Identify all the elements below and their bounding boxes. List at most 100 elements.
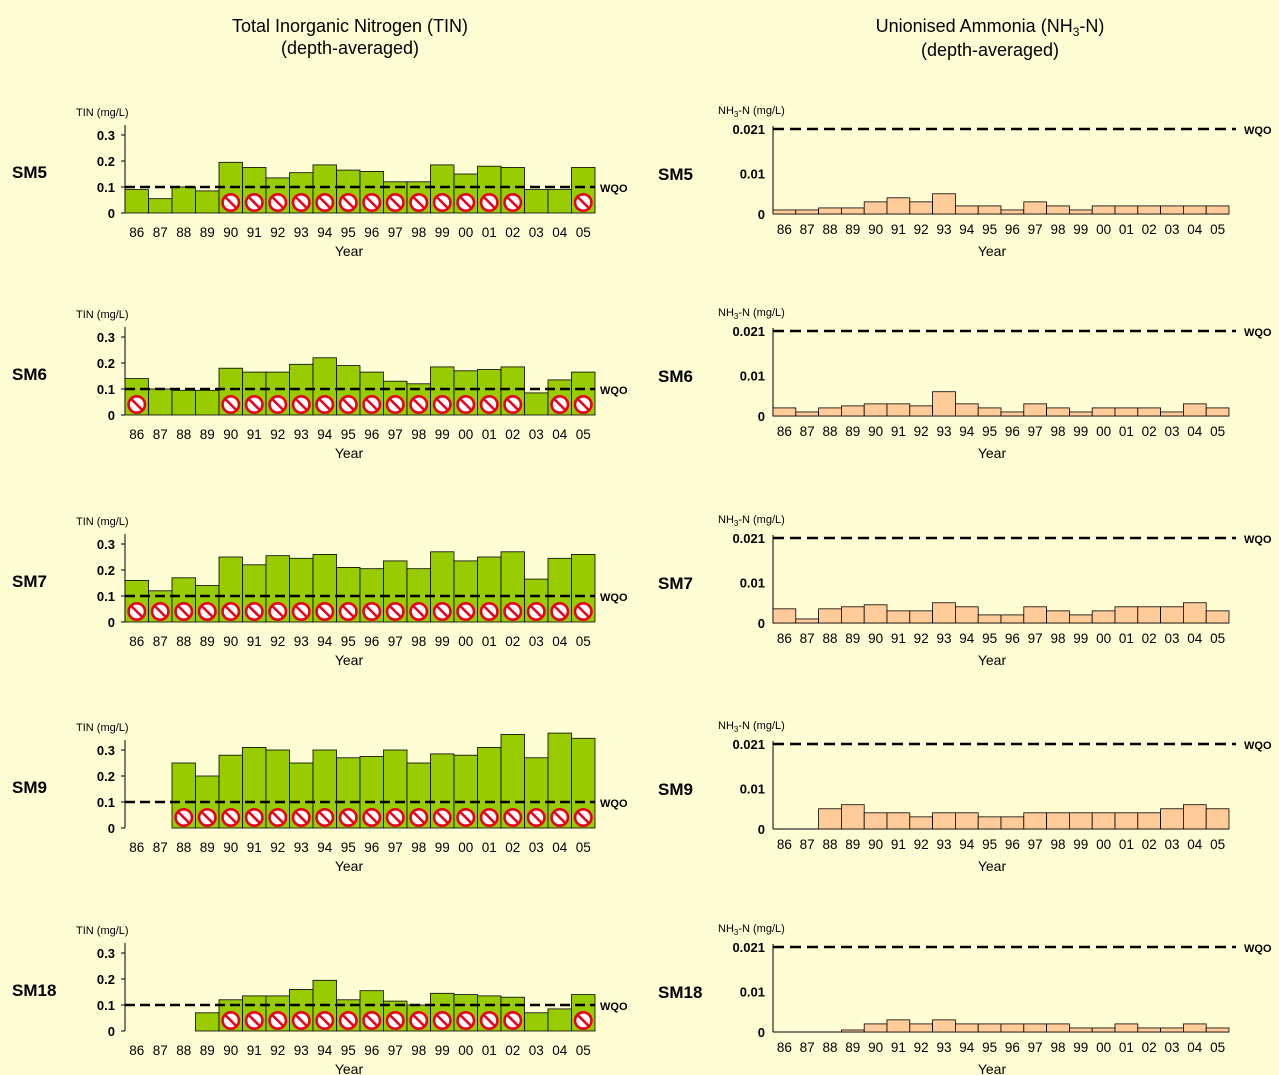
- nh3-chart-sm7: SM7 NH3-N (mg/L) 0 0.01 0.021 WQO 86 87 88 89 90 91…: [658, 514, 1272, 668]
- x-tick-label: 04: [552, 1043, 568, 1058]
- x-tick-label: 94: [959, 424, 975, 439]
- bar: [977, 816, 1002, 830]
- station-label: SM9: [12, 778, 47, 797]
- x-axis-label: Year: [978, 445, 1007, 461]
- x-tick-label: 95: [341, 840, 356, 855]
- bar: [841, 804, 865, 830]
- prohibit-icon-slash: [506, 1014, 520, 1027]
- x-tick-label: 03: [1164, 1040, 1179, 1055]
- x-tick-label: 92: [914, 631, 929, 646]
- x-tick-label: 04: [1187, 1040, 1203, 1055]
- prohibit-icon-slash: [506, 811, 520, 824]
- bar: [772, 608, 797, 624]
- y-axis-unit-label: NH3-N (mg/L): [718, 307, 785, 321]
- x-tick-label: 90: [868, 631, 883, 646]
- x-tick-label: 97: [388, 634, 403, 649]
- y-axis-unit-label: TIN (mg/L): [76, 925, 129, 937]
- x-axis-label: Year: [335, 652, 364, 668]
- wqo-label: WQO: [1244, 943, 1272, 955]
- prohibit-icon-slash: [412, 196, 426, 209]
- y-tick-label: 0.3: [97, 330, 115, 345]
- x-tick-label: 05: [1210, 1040, 1225, 1055]
- y-tick-label: 0.2: [97, 972, 115, 987]
- y-tick-label: 0.01: [740, 576, 765, 591]
- prohibit-icon-slash: [318, 811, 332, 824]
- x-tick-label: 03: [1164, 424, 1179, 439]
- bar: [795, 209, 819, 215]
- x-tick-label: 01: [482, 225, 497, 240]
- prohibit-icon-slash: [177, 811, 191, 824]
- bar: [124, 189, 149, 214]
- x-tick-label: 00: [1096, 837, 1111, 852]
- nh3-title-line1: Unionised Ammonia (NH3-N): [875, 16, 1105, 39]
- x-tick-label: 97: [388, 840, 403, 855]
- x-tick-label: 94: [317, 427, 333, 442]
- nh3-chart-sm5: SM5 NH3-N (mg/L) 0 0.01 0.021 WQO 86 87 88 89 90 91…: [658, 105, 1272, 259]
- bar: [841, 405, 865, 417]
- bar: [1069, 812, 1093, 830]
- x-tick-label: 95: [341, 1043, 356, 1058]
- bar: [1023, 812, 1047, 830]
- bar: [886, 1019, 911, 1033]
- y-axis-unit-label: NH3-N (mg/L): [718, 923, 785, 937]
- prohibit-icon-slash: [271, 196, 285, 209]
- x-tick-label: 87: [153, 634, 168, 649]
- x-tick-label: 93: [936, 222, 951, 237]
- bar: [818, 207, 842, 215]
- bar: [1000, 1023, 1025, 1033]
- x-tick-label: 05: [576, 1043, 591, 1058]
- nh3-title-line2: (depth-averaged): [920, 40, 1060, 60]
- bar: [1160, 1027, 1184, 1033]
- x-tick-label: 99: [435, 840, 450, 855]
- x-tick-label: 96: [1005, 222, 1020, 237]
- bar: [1137, 812, 1162, 830]
- prohibit-icon-slash: [388, 1014, 402, 1027]
- x-tick-label: 88: [822, 424, 837, 439]
- x-tick-label: 99: [1073, 837, 1088, 852]
- bar: [841, 606, 865, 624]
- x-tick-label: 98: [411, 1043, 426, 1058]
- bar: [1160, 606, 1184, 624]
- bar: [1046, 205, 1070, 215]
- x-tick-label: 97: [388, 225, 403, 240]
- bar: [1114, 1023, 1139, 1033]
- y-axis-unit-label: TIN (mg/L): [76, 309, 129, 321]
- x-tick-label: 95: [341, 225, 356, 240]
- x-tick-label: 89: [845, 1040, 860, 1055]
- prohibit-icon-slash: [318, 1014, 332, 1027]
- prohibit-icon-slash: [224, 398, 238, 411]
- bar: [886, 812, 911, 830]
- station-label: SM18: [658, 983, 702, 1002]
- bar: [863, 604, 888, 624]
- bar: [1137, 407, 1162, 417]
- tin-chart-sm5: SM5 TIN (mg/L) 0 0.1 0.2 0.3 WQO 86 87 88 89 90 91 92…: [12, 107, 628, 259]
- wqo-label: WQO: [600, 1001, 628, 1013]
- bar: [932, 391, 956, 417]
- x-tick-label: 88: [822, 837, 837, 852]
- x-tick-label: 88: [176, 225, 191, 240]
- x-tick-label: 89: [200, 1043, 215, 1058]
- bar: [1160, 808, 1184, 830]
- bar: [1137, 606, 1162, 624]
- bar: [171, 186, 196, 214]
- x-tick-label: 04: [1187, 837, 1203, 852]
- x-tick-label: 04: [552, 427, 568, 442]
- x-tick-label: 95: [982, 1040, 997, 1055]
- prohibit-icon-slash: [341, 1014, 355, 1027]
- x-tick-label: 95: [982, 837, 997, 852]
- bar: [1160, 411, 1184, 417]
- x-tick-label: 91: [247, 840, 262, 855]
- prohibit-icon-slash: [318, 398, 332, 411]
- nh3-chart-sm9: SM9 NH3-N (mg/L) 0 0.01 0.021 WQO 86 87 88 89 90 91…: [658, 720, 1272, 874]
- x-tick-label: 93: [936, 424, 951, 439]
- x-tick-label: 91: [891, 222, 906, 237]
- x-tick-label: 86: [129, 634, 144, 649]
- x-tick-label: 98: [1050, 222, 1065, 237]
- x-tick-label: 03: [1164, 631, 1179, 646]
- x-tick-label: 00: [458, 225, 473, 240]
- y-tick-label: 0.01: [740, 782, 765, 797]
- y-tick-label: 0.021: [732, 940, 765, 955]
- bar: [1046, 610, 1070, 624]
- x-tick-label: 93: [294, 225, 309, 240]
- prohibit-icon-slash: [482, 811, 496, 824]
